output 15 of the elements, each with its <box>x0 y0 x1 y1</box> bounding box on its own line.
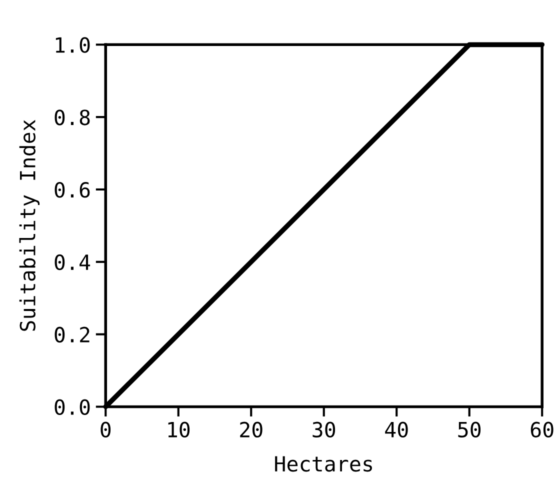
y-axis-title: Suitability Index <box>19 120 40 331</box>
x-tick-label: 60 <box>530 422 554 438</box>
y-tick-label: 0.4 <box>54 254 90 270</box>
x-tick-label: 30 <box>312 422 336 438</box>
x-tick-label: 50 <box>458 422 481 438</box>
x-tick-label: 10 <box>168 422 190 438</box>
x-tick-label: 40 <box>385 422 408 438</box>
x-tick-label: 0 <box>100 422 111 438</box>
x-axis-title: Hectares <box>275 456 372 472</box>
x-tick-label: 20 <box>240 422 262 438</box>
y-tick-label: 0.0 <box>54 399 90 415</box>
y-tick-label: 0.2 <box>54 326 90 343</box>
y-tick-label: 0.8 <box>54 110 90 126</box>
y-tick-label: 1.0 <box>56 37 90 53</box>
y-tick-label: 0.6 <box>54 182 90 198</box>
